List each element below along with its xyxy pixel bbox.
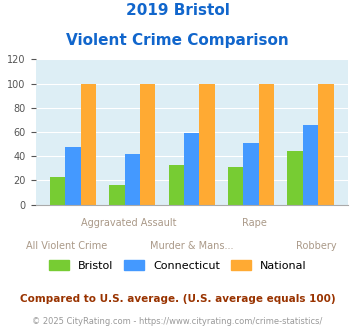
Bar	[303, 125, 318, 205]
Bar	[244, 143, 259, 205]
Bar	[200, 83, 215, 205]
Bar	[109, 185, 125, 205]
Bar	[65, 147, 81, 205]
Text: Aggravated Assault: Aggravated Assault	[81, 218, 177, 228]
Text: All Violent Crime: All Violent Crime	[26, 241, 107, 251]
Bar	[81, 83, 96, 205]
Bar	[259, 83, 274, 205]
Legend: Bristol, Connecticut, National: Bristol, Connecticut, National	[45, 256, 310, 274]
Bar	[184, 133, 200, 205]
Bar	[318, 83, 334, 205]
Bar	[125, 154, 140, 205]
Text: Compared to U.S. average. (U.S. average equals 100): Compared to U.S. average. (U.S. average …	[20, 294, 335, 304]
Text: 2019 Bristol: 2019 Bristol	[126, 3, 229, 18]
Text: Violent Crime Comparison: Violent Crime Comparison	[66, 33, 289, 48]
Text: © 2025 CityRating.com - https://www.cityrating.com/crime-statistics/: © 2025 CityRating.com - https://www.city…	[32, 317, 323, 326]
Bar	[228, 167, 244, 205]
Bar	[50, 177, 65, 205]
Bar	[140, 83, 155, 205]
Bar	[287, 151, 303, 205]
Bar	[169, 165, 184, 205]
Text: Rape: Rape	[242, 218, 267, 228]
Text: Robbery: Robbery	[296, 241, 337, 251]
Text: Murder & Mans...: Murder & Mans...	[150, 241, 234, 251]
